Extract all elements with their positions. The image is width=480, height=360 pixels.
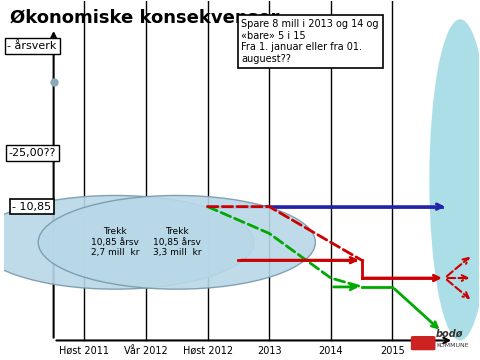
Text: Trekk
10,85 årsv
2,7 mill  kr: Trekk 10,85 årsv 2,7 mill kr bbox=[91, 228, 139, 257]
Text: Spare 8 mill i 2013 og 14 og
«bare» 5 i 15
Fra 1. januar eller fra 01.
auguest??: Spare 8 mill i 2013 og 14 og «bare» 5 i … bbox=[241, 19, 379, 64]
Text: 2014: 2014 bbox=[318, 346, 343, 356]
Text: bodø: bodø bbox=[435, 329, 463, 339]
FancyBboxPatch shape bbox=[411, 336, 435, 350]
Text: Vår 2012: Vår 2012 bbox=[124, 346, 168, 356]
Text: 2013: 2013 bbox=[257, 346, 281, 356]
Text: Høst 2011: Høst 2011 bbox=[60, 346, 109, 356]
Text: - 10,85: - 10,85 bbox=[12, 202, 52, 212]
Text: Trekk
10,85 årsv
3,3 mill  kr: Trekk 10,85 årsv 3,3 mill kr bbox=[153, 228, 201, 257]
Text: Økonomiske konsekvenser: Økonomiske konsekvenser bbox=[11, 9, 280, 27]
Text: -25,00??: -25,00?? bbox=[8, 148, 56, 158]
Ellipse shape bbox=[38, 195, 315, 289]
Text: KOMMUNE: KOMMUNE bbox=[437, 343, 469, 348]
Ellipse shape bbox=[0, 195, 254, 289]
Text: 2015: 2015 bbox=[380, 346, 405, 356]
Ellipse shape bbox=[429, 19, 480, 341]
Text: - årsverk: - årsverk bbox=[7, 41, 57, 51]
Text: Høst 2012: Høst 2012 bbox=[182, 346, 233, 356]
